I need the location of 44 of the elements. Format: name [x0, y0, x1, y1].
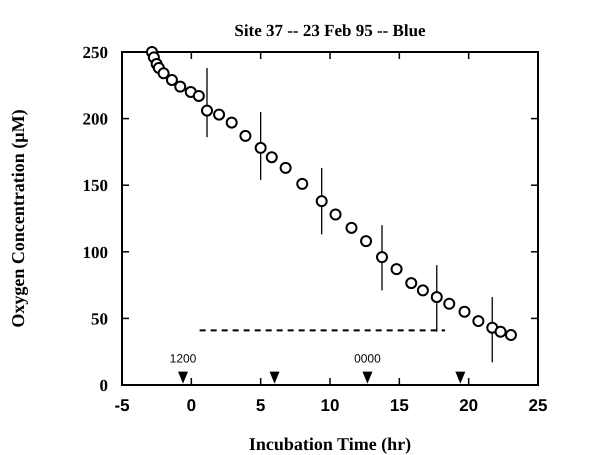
- y-tick-label: 100: [82, 242, 108, 262]
- annotation: 0000: [354, 352, 382, 366]
- point: [213, 108, 226, 121]
- y-tick-label: 150: [82, 176, 108, 196]
- point: [345, 222, 358, 234]
- point: [494, 326, 507, 338]
- point: [504, 329, 517, 342]
- point: [158, 67, 170, 80]
- point: [296, 178, 308, 190]
- point: [390, 263, 403, 276]
- point: [360, 235, 372, 248]
- x-tick-label: 5: [256, 396, 266, 415]
- point: [201, 104, 214, 117]
- y-tick-label: 200: [82, 110, 108, 129]
- y-tick-label: 250: [82, 43, 108, 62]
- point: [416, 284, 429, 296]
- point: [226, 116, 238, 129]
- point: [280, 162, 292, 174]
- point: [174, 80, 186, 93]
- x-tick-label: -5: [114, 396, 130, 415]
- point: [316, 195, 328, 208]
- x-tick-label: 0: [186, 396, 196, 415]
- point: [443, 298, 456, 310]
- point: [239, 130, 252, 142]
- y-axis-title: Oxygen Concentration (µM): [8, 109, 28, 328]
- annotation: 1200: [170, 352, 197, 366]
- x-tick-label: 10: [320, 396, 340, 415]
- y-tick-label: 0: [100, 376, 108, 395]
- point: [458, 306, 471, 318]
- x-axis-title: Incubation Time (hr): [248, 434, 412, 454]
- point: [192, 90, 205, 102]
- y-tick-label: 50: [91, 309, 108, 328]
- point: [376, 251, 388, 264]
- x-tick-label: 25: [528, 396, 548, 415]
- point: [430, 291, 443, 304]
- chart-title: Site 37 -- 23 Feb 95 -- Blue: [234, 21, 426, 40]
- x-tick-label: 20: [459, 396, 478, 415]
- point: [330, 208, 342, 221]
- x-tick-label: 15: [390, 396, 409, 415]
- point: [266, 151, 278, 164]
- point: [405, 277, 418, 290]
- point: [166, 74, 178, 86]
- point: [472, 315, 484, 328]
- point: [254, 142, 267, 154]
